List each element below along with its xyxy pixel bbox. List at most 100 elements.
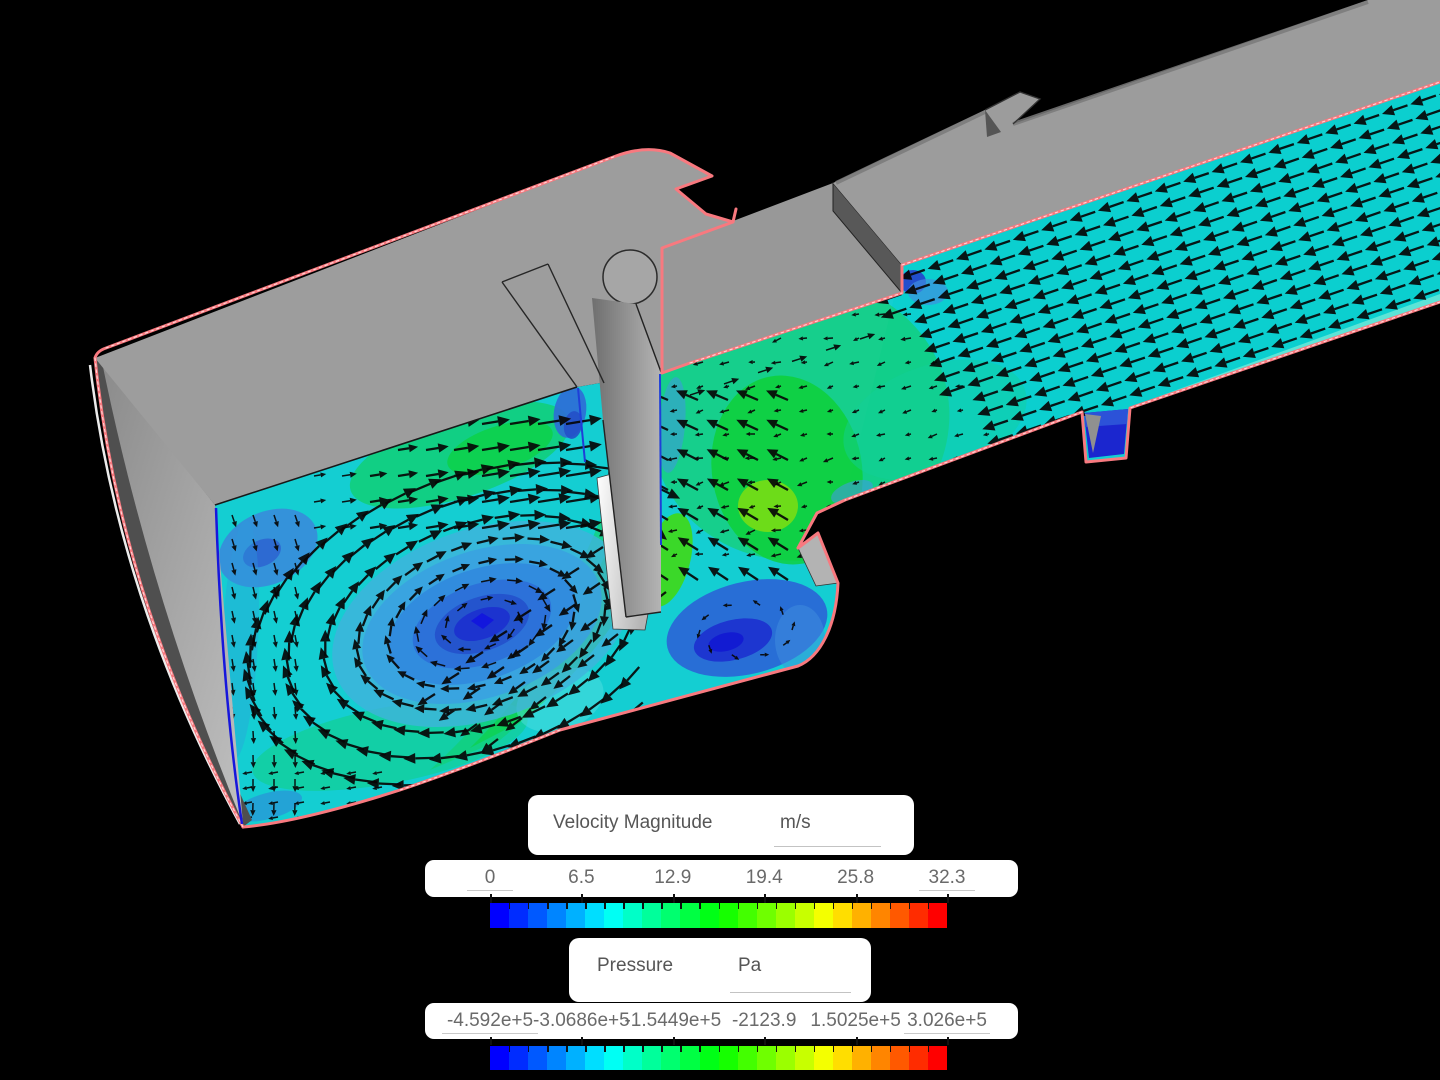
minor-tick [889, 1046, 892, 1052]
minor-tick [585, 903, 587, 909]
minor-tick [699, 903, 701, 909]
outline-bead-dashes [94, 81, 1440, 828]
minor-tick [756, 903, 758, 909]
minor-tick [756, 1046, 758, 1052]
major-tick [855, 1037, 858, 1045]
minor-tick [623, 1046, 625, 1052]
minor-tick [927, 1046, 930, 1052]
colorbar-segment [909, 1046, 929, 1070]
colorbar-segment [699, 1046, 719, 1070]
minor-tick [851, 1046, 854, 1052]
vel-tickbar-editable-underline [467, 890, 513, 891]
wall-highlight-arc [88, 364, 242, 825]
velocity-legend-title: Velocity Magnitude [553, 812, 713, 833]
colorbar-segment [604, 1046, 624, 1070]
colorbar-segment [889, 903, 910, 928]
colorbar-segment [813, 903, 833, 928]
colorbar-segment [870, 903, 890, 928]
velocity-vectors [229, 84, 1440, 820]
colorbar-segment [832, 903, 852, 928]
minor-tick [566, 903, 568, 909]
pres-tickbar-editable-underline [442, 1033, 538, 1034]
colorbar-segment [775, 903, 795, 928]
colorbar-segment [928, 903, 948, 928]
minor-tick [566, 1046, 568, 1052]
minor-tick [509, 903, 511, 909]
colorbar-segment [547, 903, 567, 928]
minor-tick [870, 1046, 873, 1052]
colorbar-segment [680, 903, 700, 928]
minor-tick [775, 903, 778, 909]
colorbar-segment [737, 903, 757, 928]
channel-top-bar [833, 0, 1440, 265]
vel-tickbar-label-5[interactable]: 32.3 [928, 867, 966, 888]
vel-tickbar-label-1: 6.5 [568, 867, 595, 888]
colorbar-segment [718, 1046, 738, 1070]
major-tick [764, 1037, 767, 1045]
colorbar-segment [566, 1046, 586, 1070]
major-tick [581, 1037, 584, 1045]
major-tick [855, 894, 858, 903]
valve-stem [592, 298, 661, 617]
vel-tickbar-label-4: 25.8 [837, 867, 875, 888]
stem-edges [602, 303, 662, 618]
colorbar-segment [661, 903, 681, 928]
velocity-unit-field[interactable]: m/s [780, 812, 811, 833]
pres-tickbar-label-5[interactable]: 3.026e+5 [907, 1010, 987, 1031]
minor-tick [718, 1046, 720, 1052]
colorbar-segment [794, 1046, 814, 1070]
bar-chamfer-left [835, 110, 986, 185]
colorbar-segment [718, 903, 738, 928]
selection-edges [214, 373, 662, 825]
colorbar-segment [642, 1046, 662, 1070]
vel-tickbar-label-2: 12.9 [654, 867, 692, 888]
pres-tickbar-label-0[interactable]: -4.592e+5 [446, 1010, 534, 1031]
minor-tick [927, 903, 930, 909]
minor-tick [699, 1046, 701, 1052]
colorbar-segment [509, 1046, 529, 1070]
minor-tick [509, 1046, 511, 1052]
minor-tick [813, 903, 816, 909]
notch-sliver [1085, 414, 1101, 453]
colorbar-segment [680, 1046, 700, 1070]
pressure-colorbar[interactable] [490, 1046, 948, 1070]
colorbar-segment [813, 1046, 833, 1070]
colorbar-segment [870, 1046, 890, 1070]
major-tick [581, 894, 584, 903]
minor-tick [889, 903, 892, 909]
minor-tick [623, 903, 625, 909]
valve-body [88, 0, 1440, 827]
velocity-colorbar[interactable] [490, 903, 948, 928]
colorbar-segment [509, 903, 529, 928]
colorbar-segment [528, 1046, 548, 1070]
colorbar-segment [909, 903, 929, 928]
minor-tick [547, 1046, 549, 1052]
highlight-outlines [93, 80, 1440, 829]
bonnet-notch-edges [501, 263, 605, 388]
minor-tick [604, 903, 606, 909]
minor-tick [737, 1046, 739, 1052]
colorbar-segment [756, 1046, 776, 1070]
vel-tickbar-label-3: 19.4 [745, 867, 783, 888]
colorbar-segment [851, 1046, 871, 1070]
velocity-unit-underline [774, 846, 881, 847]
minor-tick [794, 1046, 797, 1052]
tab-shadow [985, 110, 1001, 137]
colorbar-segment [642, 903, 662, 928]
colorbar-segment [528, 903, 548, 928]
minor-tick [737, 903, 739, 909]
stem-boss [602, 249, 658, 305]
pres-tickbar-editable-underline [904, 1033, 990, 1034]
minor-tick [851, 903, 854, 909]
minor-tick [642, 903, 644, 909]
vel-tickbar-editable-underline [919, 890, 975, 891]
minor-tick [870, 903, 873, 909]
major-tick [490, 1037, 492, 1045]
colorbar-segment [490, 903, 510, 928]
minor-tick [775, 1046, 778, 1052]
pressure-unit-field[interactable]: Pa [738, 955, 762, 976]
pressure-tick-bar: -4.592e+5 -3.0686e+5 -1.5449e+5 -2123.9 1.50… [425, 1003, 1018, 1039]
vel-tickbar-label-0[interactable]: 0 [484, 867, 496, 888]
pressure-legend-title: Pressure [597, 955, 674, 976]
